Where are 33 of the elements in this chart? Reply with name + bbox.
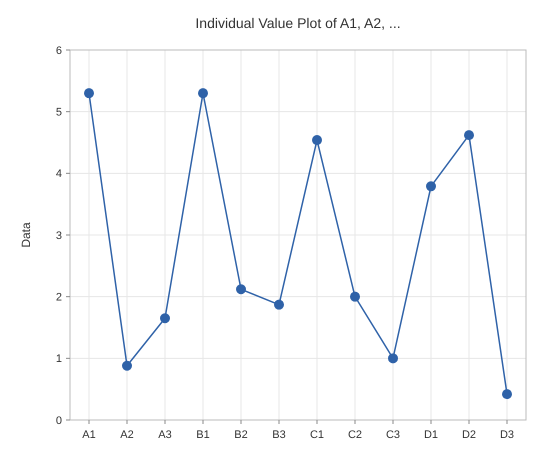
y-tick-label: 4 xyxy=(56,168,62,180)
y-tick-label: 5 xyxy=(56,106,62,119)
y-tick-label: 1 xyxy=(56,353,62,366)
x-tick-label: A2 xyxy=(120,429,134,441)
point xyxy=(426,181,436,192)
point xyxy=(464,130,474,140)
x-tick-label: C2 xyxy=(348,429,362,441)
y-axis-title: Data xyxy=(19,222,33,248)
x-tick-label: C1 xyxy=(310,429,324,441)
x-tick-label: B3 xyxy=(272,429,286,441)
point xyxy=(274,300,284,310)
x-tick-label: A1 xyxy=(82,429,96,441)
x-tick-label: C3 xyxy=(386,429,400,441)
y-tick-label: 2 xyxy=(56,292,62,304)
point xyxy=(84,88,94,98)
x-tick-label: B1 xyxy=(196,429,210,441)
x-tick-label: A3 xyxy=(158,429,172,441)
chart-title: Individual Value Plot of A1, A2, ... xyxy=(195,15,401,31)
y-tick-label: 0 xyxy=(56,414,62,427)
point xyxy=(198,88,208,98)
point xyxy=(236,284,246,294)
x-tick-label: D1 xyxy=(424,429,438,441)
y-tick-label: 3 xyxy=(56,230,62,242)
point xyxy=(388,353,398,364)
point xyxy=(312,135,322,146)
x-tick-label: B2 xyxy=(234,429,248,441)
x-tick-label: D3 xyxy=(500,429,514,441)
y-tick-label: 6 xyxy=(56,44,62,57)
point xyxy=(350,292,360,302)
point xyxy=(122,360,132,371)
point xyxy=(502,389,512,400)
point xyxy=(160,313,170,324)
x-tick-label: D2 xyxy=(462,429,476,441)
